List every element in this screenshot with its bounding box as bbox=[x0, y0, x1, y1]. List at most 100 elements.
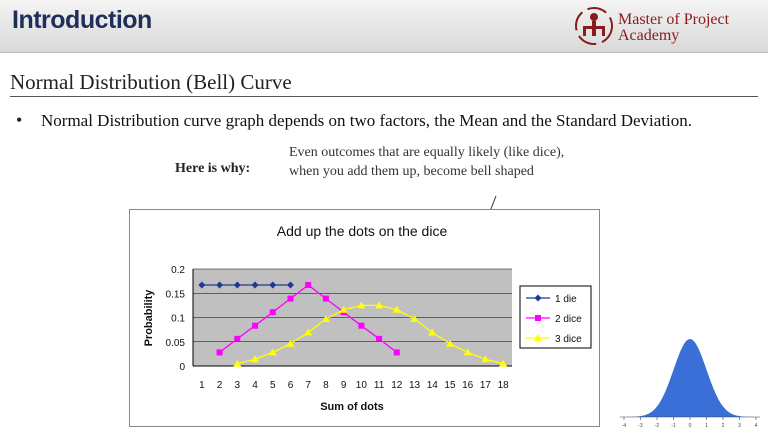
data-point bbox=[305, 282, 312, 289]
legend-marker bbox=[534, 294, 542, 302]
y-tick-label: 0.1 bbox=[171, 314, 185, 325]
series-3 bbox=[233, 301, 508, 367]
bell-tick-label: -1 bbox=[671, 423, 676, 429]
academy-logo: Master of Project Academy bbox=[574, 6, 764, 46]
x-tick-label: 12 bbox=[391, 380, 403, 391]
bell-curve-svg: -4 -3 -2 -1 0 1 2 3 4 bbox=[620, 339, 760, 429]
callout-text: Even outcomes that are equally likely (l… bbox=[289, 145, 565, 179]
data-point bbox=[375, 301, 384, 309]
series-1 bbox=[198, 281, 294, 289]
x-tick-label: 16 bbox=[462, 380, 474, 391]
bell-tick-label: -4 bbox=[622, 423, 627, 429]
data-point bbox=[268, 348, 277, 356]
heading-divider bbox=[10, 96, 758, 97]
x-axis-ticks: 1 2 3 4 5 6 7 8 9 10 11 12 13 14 15 16 17 18 bbox=[199, 380, 509, 391]
x-tick-label: 5 bbox=[270, 380, 276, 391]
data-point bbox=[481, 355, 490, 363]
data-point bbox=[339, 305, 348, 313]
x-tick-label: 17 bbox=[480, 380, 492, 391]
series-2 bbox=[216, 282, 400, 356]
x-tick-label: 14 bbox=[427, 380, 439, 391]
bell-tick-label: 4 bbox=[755, 423, 758, 429]
data-point bbox=[233, 281, 241, 289]
bell-tick-label: -3 bbox=[638, 423, 643, 429]
series-layer bbox=[198, 281, 508, 367]
title-bar: Introduction Master of Project Academy bbox=[0, 0, 768, 53]
data-point bbox=[304, 328, 313, 336]
data-point bbox=[392, 305, 401, 313]
data-point bbox=[445, 339, 454, 347]
data-point bbox=[463, 348, 472, 356]
bell-tick-label: 2 bbox=[722, 423, 725, 429]
why-label: Here is why: bbox=[175, 161, 251, 176]
logo-text-line2: Academy bbox=[618, 27, 680, 44]
data-point bbox=[358, 322, 365, 329]
data-point bbox=[216, 281, 224, 289]
x-tick-label: 10 bbox=[356, 380, 368, 391]
y-tick-label: 0.2 bbox=[171, 265, 185, 276]
data-point bbox=[286, 281, 294, 289]
data-point bbox=[234, 335, 241, 342]
x-tick-label: 8 bbox=[323, 380, 329, 391]
y-tick-label: 0.05 bbox=[166, 338, 186, 349]
x-axis-label: Sum of dots bbox=[320, 401, 384, 413]
data-point bbox=[410, 314, 419, 322]
dice-chart-svg: Add up the dots on the dice 0 0.05 0.1 0.15… bbox=[143, 223, 592, 413]
legend: 1 die 2 dice 3 dice bbox=[519, 285, 592, 349]
y-axis-label: Probability bbox=[143, 289, 155, 347]
academy-logo-icon bbox=[575, 7, 613, 45]
grid-lines bbox=[193, 268, 512, 343]
data-point bbox=[252, 322, 259, 329]
bell-tick-label: 1 bbox=[705, 423, 708, 429]
data-point bbox=[393, 349, 400, 356]
data-point bbox=[269, 309, 276, 316]
data-point bbox=[321, 314, 330, 322]
x-tick-label: 18 bbox=[498, 380, 510, 391]
x-tick-label: 3 bbox=[235, 380, 241, 391]
data-point bbox=[428, 328, 437, 336]
legend-label: 2 dice bbox=[555, 314, 582, 325]
data-point bbox=[251, 281, 259, 289]
bell-tick-label: -2 bbox=[655, 423, 660, 429]
y-axis-ticks: 0 0.05 0.1 0.15 0.2 bbox=[166, 265, 186, 373]
y-tick-label: 0.15 bbox=[166, 289, 186, 300]
data-point bbox=[322, 295, 329, 302]
logo-text-line1: Master of Project bbox=[618, 11, 730, 28]
section-heading: Normal Distribution (Bell) Curve bbox=[10, 70, 292, 94]
legend-marker bbox=[535, 315, 541, 321]
x-tick-label: 15 bbox=[444, 380, 456, 391]
x-tick-label: 1 bbox=[199, 380, 205, 391]
data-point bbox=[357, 301, 366, 309]
bell-curve-area bbox=[624, 339, 756, 417]
x-tick-label: 6 bbox=[288, 380, 294, 391]
bell-axis-ticks: -4 -3 -2 -1 0 1 2 3 4 bbox=[622, 417, 758, 429]
slide-title: Introduction bbox=[12, 6, 152, 34]
x-tick-label: 4 bbox=[252, 380, 258, 391]
data-point bbox=[499, 359, 508, 367]
dice-chart: Add up the dots on the dice 0 0.05 0.1 0.15… bbox=[129, 209, 600, 427]
x-tick-label: 2 bbox=[217, 380, 223, 391]
data-point bbox=[376, 335, 383, 342]
data-point bbox=[269, 281, 277, 289]
chart-title: Add up the dots on the dice bbox=[277, 223, 448, 239]
bell-curve-figure: -4 -3 -2 -1 0 1 2 3 4 bbox=[612, 327, 768, 435]
data-point bbox=[251, 355, 260, 363]
data-point bbox=[286, 339, 295, 347]
data-point bbox=[198, 281, 206, 289]
legend-marker bbox=[534, 334, 542, 341]
x-tick-label: 7 bbox=[305, 380, 311, 391]
bell-tick-label: 3 bbox=[738, 423, 741, 429]
legend-label: 3 dice bbox=[555, 334, 582, 345]
x-tick-label: 13 bbox=[409, 380, 421, 391]
legend-label: 1 die bbox=[555, 294, 577, 305]
bell-tick-label: 0 bbox=[689, 423, 692, 429]
y-tick-label: 0 bbox=[179, 362, 185, 373]
x-tick-label: 9 bbox=[341, 380, 347, 391]
series-line bbox=[237, 304, 504, 365]
data-point bbox=[287, 295, 294, 302]
legend-box bbox=[519, 285, 592, 349]
bullet-icon: • bbox=[16, 110, 23, 130]
data-point bbox=[233, 359, 242, 367]
x-tick-label: 11 bbox=[374, 380, 385, 391]
